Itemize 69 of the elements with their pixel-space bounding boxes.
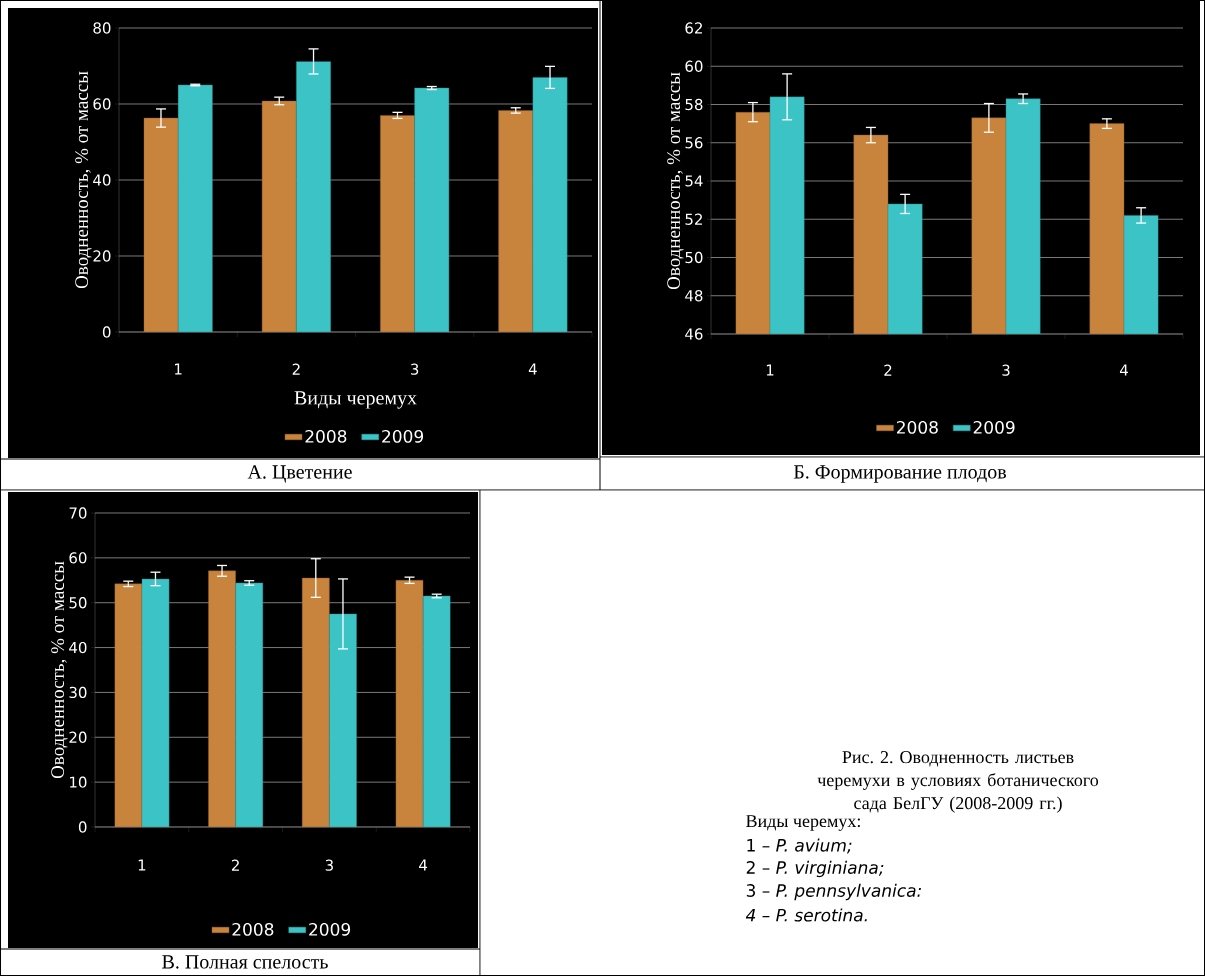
y-tick-label: 20 bbox=[69, 731, 87, 743]
bar bbox=[141, 578, 170, 827]
y-tick-label: 62 bbox=[685, 22, 702, 34]
y-tick-label: 46 bbox=[685, 328, 703, 340]
y-tick-label: 50 bbox=[69, 597, 87, 609]
x-tick-label: 3 bbox=[325, 859, 333, 871]
bar bbox=[498, 110, 534, 332]
text: Б. Формирование плодов bbox=[793, 465, 1007, 483]
x-tick-label: 4 bbox=[419, 859, 428, 871]
y-tick-label: 40 bbox=[93, 174, 111, 186]
y-tick-label: 60 bbox=[93, 98, 111, 110]
y-tick-label: 80 bbox=[93, 22, 111, 34]
bar bbox=[380, 115, 415, 332]
y-tick-label: 10 bbox=[70, 776, 87, 788]
legend-label: 2008 bbox=[896, 420, 938, 434]
bar bbox=[208, 570, 236, 827]
text: Рис. 2. Оводненность листьев черемухи в условиях ботанического сада БелГУ (2008-2009 гг.) bbox=[817, 751, 1099, 813]
y-tick-label: 56 bbox=[685, 137, 703, 149]
bar bbox=[532, 77, 568, 332]
bar bbox=[114, 583, 143, 827]
text: 2 – P. virginiana; bbox=[746, 860, 884, 878]
x-tick-label: 2 bbox=[292, 363, 300, 375]
y-tick-label: 54 bbox=[685, 175, 703, 187]
legend-label: 2008 bbox=[232, 922, 274, 936]
y-tick-label: 0 bbox=[78, 821, 87, 833]
legend-label: 2008 bbox=[305, 429, 347, 443]
y-tick-label: 30 bbox=[69, 686, 87, 699]
text: 3 – P. pennsylvanica: bbox=[746, 883, 921, 901]
y-tick-label: 50 bbox=[685, 251, 703, 264]
bar bbox=[422, 595, 451, 827]
y-tick-label: 48 bbox=[685, 290, 703, 302]
y-tick-label: 60 bbox=[69, 552, 87, 564]
y-tick-label: 20 bbox=[93, 250, 111, 262]
bar bbox=[296, 61, 331, 332]
y-axis-title: Оводненность, % от массы bbox=[667, 72, 684, 290]
y-tick-label: 0 bbox=[102, 326, 111, 338]
y-tick-label: 58 bbox=[685, 98, 703, 111]
x-tick-label: 4 bbox=[1119, 364, 1128, 376]
x-axis-title: Виды черемух bbox=[294, 391, 417, 409]
y-tick-label: 40 bbox=[69, 641, 87, 654]
text: 4 – P. serotina. bbox=[745, 908, 867, 922]
bar bbox=[395, 580, 424, 827]
y-axis-title: Оводненность, % от массы bbox=[75, 71, 92, 289]
bar bbox=[329, 613, 357, 827]
text: 1 – P. avium; bbox=[747, 838, 852, 854]
y-tick-label: 70 bbox=[69, 507, 87, 519]
bar bbox=[235, 582, 264, 827]
x-tick-label: 1 bbox=[175, 363, 182, 375]
x-tick-label: 2 bbox=[231, 859, 239, 871]
text: Виды черемух: bbox=[746, 815, 860, 831]
y-tick-label: 60 bbox=[685, 60, 703, 72]
y-axis-title: Оводненность, % от массы bbox=[51, 561, 68, 779]
x-tick-label: 2 bbox=[884, 364, 892, 376]
legend-label: 2009 bbox=[973, 420, 1015, 434]
bar bbox=[177, 84, 213, 332]
bar bbox=[261, 100, 297, 332]
y-tick-label: 52 bbox=[685, 213, 702, 225]
legend-label: 2009 bbox=[382, 429, 424, 443]
text: А. Цветение bbox=[247, 465, 352, 483]
x-tick-label: 1 bbox=[766, 364, 774, 376]
bar bbox=[414, 87, 450, 332]
x-tick-label: 3 bbox=[1002, 364, 1010, 376]
x-tick-label: 1 bbox=[138, 859, 146, 871]
bar bbox=[301, 577, 330, 827]
x-tick-label: 3 bbox=[411, 363, 419, 375]
text: В. Полная спелость bbox=[162, 955, 328, 969]
legend-label: 2009 bbox=[309, 922, 351, 936]
x-tick-label: 4 bbox=[528, 363, 537, 375]
bar bbox=[143, 117, 179, 332]
